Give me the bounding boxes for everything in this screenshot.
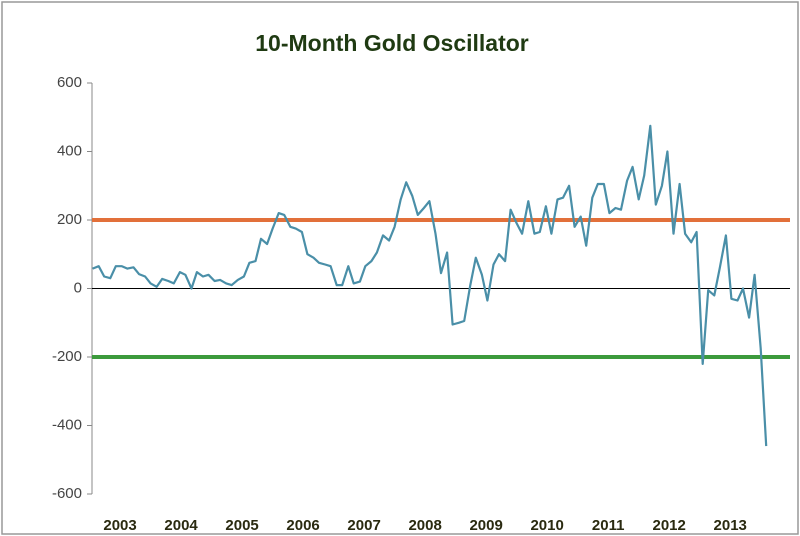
x-tick-label: 2008 <box>408 517 441 534</box>
y-tick-label: 400 <box>57 142 82 159</box>
x-tick-label: 2005 <box>225 517 258 534</box>
x-tick-label: 2012 <box>653 517 686 534</box>
y-tick-label: -200 <box>52 348 82 365</box>
chart-title: 10-Month Gold Oscillator <box>255 30 529 56</box>
x-tick-label: 2010 <box>530 517 563 534</box>
y-tick-label: 0 <box>74 279 82 296</box>
y-tick-label: 200 <box>57 211 82 228</box>
x-tick-label: 2011 <box>592 517 625 534</box>
x-tick-label: 2013 <box>714 517 747 534</box>
data-line <box>92 124 768 447</box>
x-tick-label: 2003 <box>103 517 136 534</box>
y-tick-label: -400 <box>52 416 82 433</box>
y-tick-label: -600 <box>52 485 82 502</box>
x-tick-label: 2009 <box>469 517 502 534</box>
x-tick-label: 2007 <box>347 517 380 534</box>
x-tick-label: 2004 <box>164 517 198 534</box>
x-tick-label: 2006 <box>286 517 319 534</box>
y-tick-label: 600 <box>57 74 82 91</box>
